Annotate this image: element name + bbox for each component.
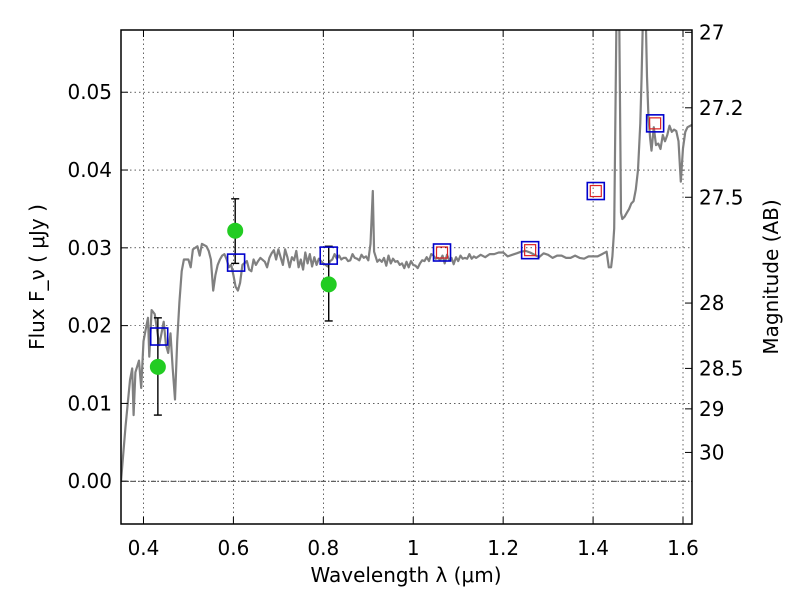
x-tick-label: 1.6 xyxy=(667,536,699,560)
x-tick-label: 0.6 xyxy=(217,536,249,560)
tick-labels: 0.4 0.6 0.8 1 1.2 1.4 1.6 0.00 0.01 0.02 0.03 0.04 0… xyxy=(67,20,743,560)
y-tick-label: 0.04 xyxy=(67,158,112,182)
y2-tick-label: 28 xyxy=(699,291,724,315)
y-tick-label: 0.00 xyxy=(67,469,112,493)
observed-flux-point xyxy=(227,222,244,239)
y2-tick-label: 30 xyxy=(699,440,724,464)
model-flux-inner-square xyxy=(589,184,602,198)
y2-tick-label: 28.5 xyxy=(699,356,744,380)
plot-frame xyxy=(120,29,693,525)
y-tick-label: 0.05 xyxy=(67,80,112,104)
model-flux-square xyxy=(319,246,339,265)
x-axis-label: Wavelength λ (μm) xyxy=(310,563,501,587)
y2-axis-label: Magnitude (AB) xyxy=(759,199,783,354)
model-flux-inner-square xyxy=(435,246,449,259)
x-tick-label: 1.2 xyxy=(487,536,519,560)
model-flux-square xyxy=(586,181,606,201)
model-flux-inner-square xyxy=(649,117,662,130)
observed-flux-point xyxy=(149,358,166,375)
y-tick-label: 0.03 xyxy=(67,236,112,260)
model-flux-square xyxy=(226,253,246,272)
model-flux-square xyxy=(645,114,665,133)
x-tick-label: 1 xyxy=(407,536,420,560)
y-axis-label: Flux F_ν ( μJy ) xyxy=(25,204,49,350)
plot-area xyxy=(121,30,692,482)
x-tick-label: 0.8 xyxy=(307,536,339,560)
y2-tick-label: 29 xyxy=(699,397,724,421)
tick-marks xyxy=(121,30,692,524)
x-tick-label: 1.4 xyxy=(577,536,609,560)
model-flux-square xyxy=(149,327,169,346)
y2-tick-label: 27.5 xyxy=(699,185,744,209)
model-spectrum-line xyxy=(121,30,692,482)
grid xyxy=(121,30,692,524)
y-tick-label: 0.02 xyxy=(67,314,112,338)
model-flux-inner-square xyxy=(524,244,537,257)
y-tick-label: 0.01 xyxy=(67,391,112,415)
x-tick-label: 0.4 xyxy=(128,536,160,560)
model-flux-square xyxy=(520,240,540,260)
y2-tick-label: 27.2 xyxy=(699,96,744,120)
y2-tick-label: 27 xyxy=(699,20,724,44)
model-flux-square xyxy=(432,243,452,262)
observed-flux-point xyxy=(320,276,337,293)
